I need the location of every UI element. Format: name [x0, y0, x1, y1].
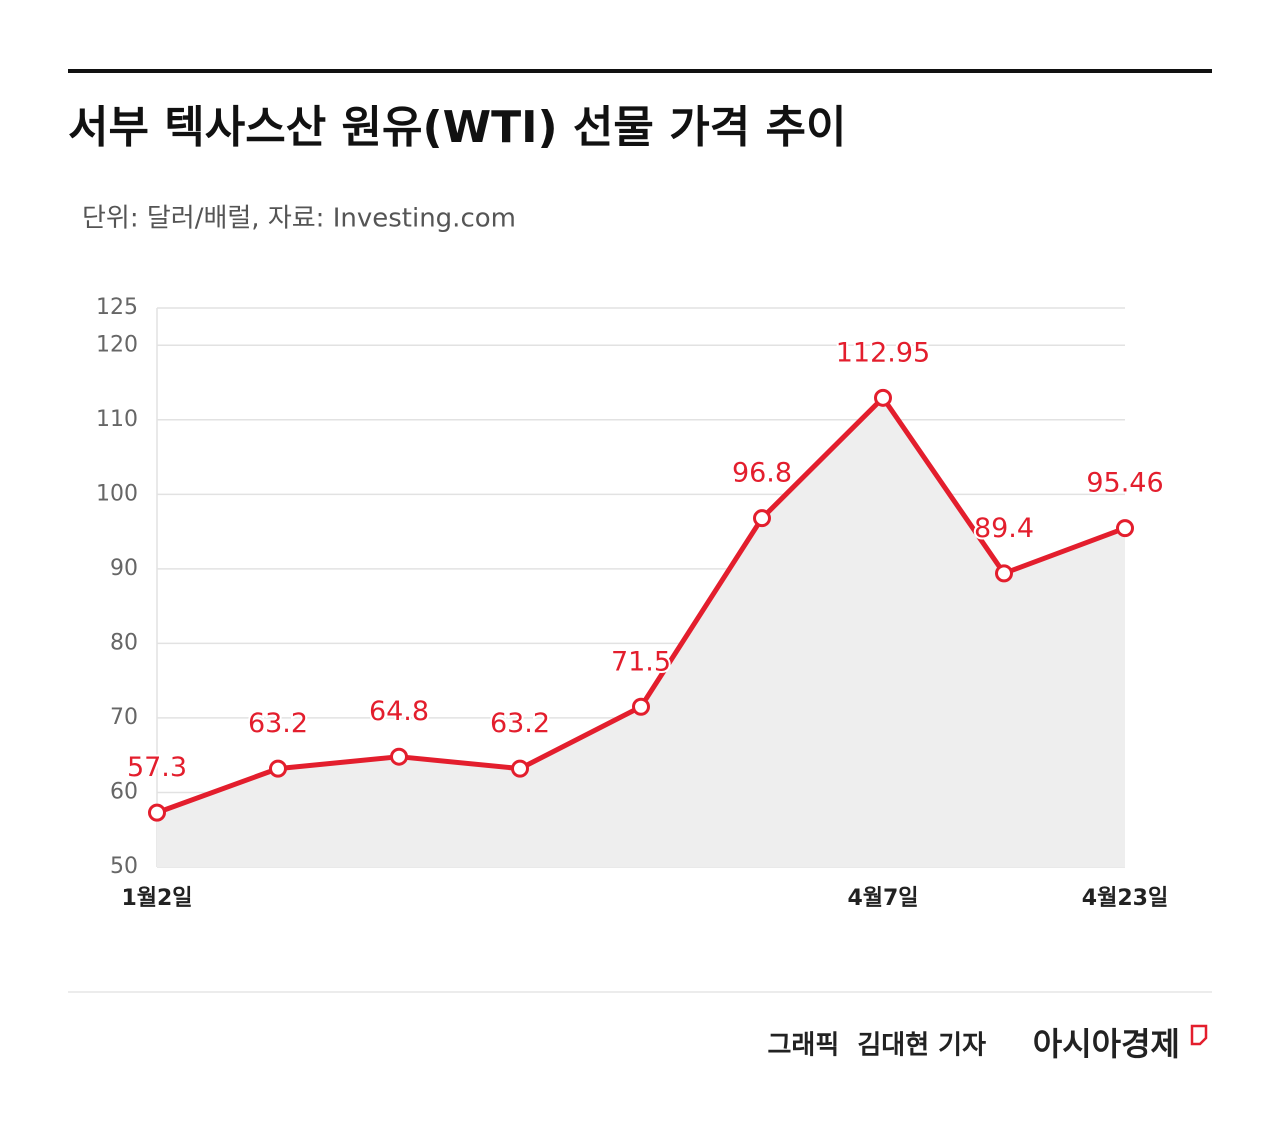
- plot-area: 50 60 70 80 90 100 110 120 125 1월2일 4월7일 4월23일 57.3 6…: [96, 295, 1168, 911]
- y-tick-label: 110: [96, 407, 138, 432]
- brand-icon: [1190, 1024, 1208, 1046]
- marker: [995, 564, 1013, 583]
- x-tick-label: 4월7일: [847, 886, 918, 911]
- brand: 아시아경제: [1033, 1025, 1180, 1063]
- marker: [632, 697, 650, 716]
- marker: [148, 803, 166, 822]
- y-tick-label: 90: [110, 556, 138, 581]
- marker: [1116, 519, 1134, 538]
- y-tick-label: 60: [110, 779, 138, 804]
- x-tick-label: 1월2일: [121, 886, 192, 911]
- marker: [269, 759, 287, 778]
- y-tick-label: 100: [96, 481, 138, 506]
- data-label: 95.46: [1086, 468, 1163, 499]
- x-tick-label: 4월23일: [1082, 886, 1168, 911]
- area: [157, 397, 1125, 867]
- y-tick-label: 50: [110, 854, 138, 879]
- y-tick-label: 80: [110, 630, 138, 655]
- data-label: 63.2: [490, 708, 550, 739]
- y-tick-label: 70: [110, 705, 138, 730]
- chart-subtitle: 단위: 달러/배럴, 자료: Investing.com: [82, 204, 516, 234]
- data-label: 96.8: [732, 458, 792, 489]
- data-label: 112.95: [836, 337, 930, 368]
- chart-title: 서부 텍사스산 원유(WTI) 선물 가격 추이: [68, 102, 846, 153]
- y-tick-label: 125: [96, 295, 138, 320]
- marker: [753, 509, 771, 528]
- data-label: 64.8: [369, 696, 429, 727]
- marker: [390, 747, 408, 766]
- data-label: 63.2: [248, 708, 308, 739]
- data-label: 89.4: [974, 513, 1034, 544]
- y-tick-label: 120: [96, 332, 138, 357]
- credit: 그래픽 김대현 기자: [767, 1031, 986, 1061]
- marker: [874, 388, 892, 407]
- marker: [511, 759, 529, 778]
- data-label: 71.5: [611, 646, 671, 677]
- data-label: 57.3: [127, 752, 187, 783]
